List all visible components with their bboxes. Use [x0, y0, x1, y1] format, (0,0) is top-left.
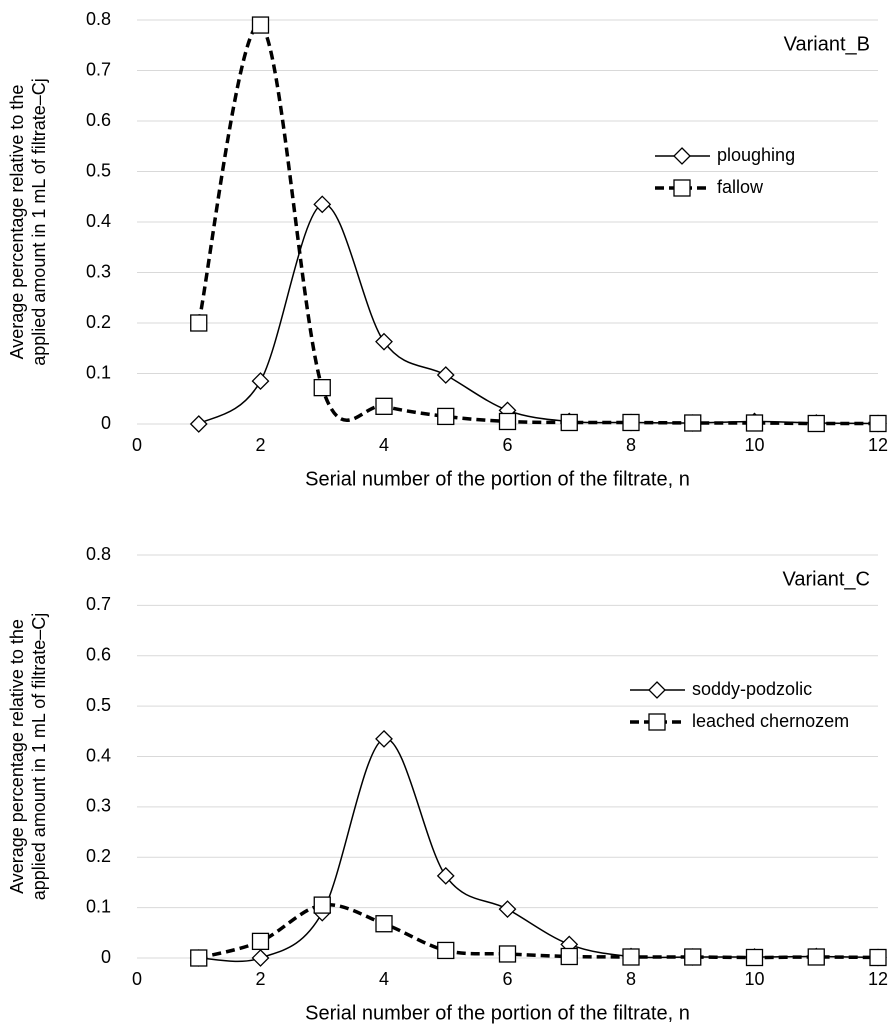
y-tick-label: 0.3	[86, 796, 111, 816]
legend-marker	[648, 681, 666, 699]
x-tick-label: 2	[255, 435, 265, 455]
marker	[313, 378, 331, 397]
marker	[745, 948, 764, 967]
y-tick-label: 0.8	[86, 9, 111, 29]
legend-label: ploughing	[717, 145, 795, 165]
x-tick-label: 10	[744, 969, 764, 989]
y-axis-label: Average percentage relative to the	[7, 619, 27, 894]
y-tick-label: 0.2	[86, 312, 111, 332]
marker	[251, 372, 270, 390]
marker	[807, 414, 825, 433]
marker	[560, 413, 578, 432]
y-tick-label: 0.7	[86, 594, 111, 614]
x-axis-label: Serial number of the portion of the filt…	[305, 1002, 690, 1024]
y-tick-label: 0.1	[86, 896, 111, 916]
x-tick-label: 0	[132, 435, 142, 455]
legend-label: soddy-podzolic	[692, 679, 812, 699]
x-tick-label: 4	[379, 435, 389, 455]
y-tick-label: 0	[101, 947, 111, 967]
legend-marker	[648, 713, 666, 731]
x-tick-label: 6	[502, 969, 512, 989]
marker	[622, 413, 640, 432]
marker	[498, 900, 517, 919]
marker	[375, 915, 393, 933]
chart: 0 0.1 0.2 0.3 0.4 0.5 0.6 0.7 0.8 0 2 4 6 8 10 12 Serial…	[7, 9, 888, 491]
y-tick-label: 0.2	[86, 846, 111, 866]
marker	[745, 414, 764, 432]
marker	[684, 948, 702, 966]
y-axis-label: applied amount in 1 mL of filtrate–Cj	[29, 78, 49, 366]
y-tick-label: 0.5	[86, 160, 111, 180]
x-tick-label: 12	[868, 969, 888, 989]
marker	[375, 397, 393, 415]
marker	[375, 729, 393, 748]
marker	[313, 195, 332, 214]
y-axis-label: Average percentage relative to the	[7, 85, 27, 360]
marker	[437, 407, 455, 426]
y-tick-label: 0.8	[86, 544, 111, 564]
y-tick-label: 0.1	[86, 362, 111, 382]
y-tick-label: 0.6	[86, 645, 111, 665]
x-tick-label: 0	[132, 969, 142, 989]
marker	[251, 949, 270, 967]
marker	[869, 414, 887, 433]
legend-marker	[673, 147, 691, 165]
series-line	[198, 738, 879, 963]
legend-marker	[673, 179, 691, 197]
marker	[436, 366, 455, 384]
x-tick-label: 10	[744, 435, 764, 455]
marker	[436, 866, 455, 885]
y-tick-label: 0.4	[86, 745, 111, 765]
marker	[190, 314, 208, 332]
marker	[189, 415, 208, 433]
annotation: Variant_B	[784, 33, 870, 55]
series-line	[198, 902, 879, 960]
legend-label: leached chernozem	[692, 711, 849, 731]
chart: 0 0.1 0.2 0.3 0.4 0.5 0.6 0.7 0.8 0 2 4 6 8 10 12 Serial…	[7, 544, 888, 1025]
marker	[375, 332, 393, 351]
y-tick-label: 0.4	[86, 211, 111, 231]
marker	[622, 948, 640, 966]
y-tick-label: 0.7	[86, 59, 111, 79]
series-line	[198, 203, 879, 425]
marker	[313, 896, 331, 914]
x-axis-label: Serial number of the portion of the filt…	[305, 468, 690, 490]
marker	[684, 414, 702, 432]
y-tick-label: 0	[101, 413, 111, 433]
x-tick-label: 8	[626, 435, 636, 455]
x-tick-label: 8	[626, 969, 636, 989]
y-tick-label: 0.3	[86, 261, 111, 281]
y-axis-label: applied amount in 1 mL of filtrate–Cj	[29, 613, 49, 901]
marker	[560, 947, 578, 966]
legend-label: fallow	[717, 177, 764, 197]
marker	[190, 949, 208, 967]
y-tick-label: 0.5	[86, 695, 111, 715]
y-tick-label: 0.6	[86, 110, 111, 130]
marker	[498, 945, 517, 963]
x-tick-label: 6	[502, 435, 512, 455]
x-tick-label: 2	[255, 969, 265, 989]
x-tick-label: 4	[379, 969, 389, 989]
marker	[251, 16, 270, 34]
annotation: Variant_C	[783, 568, 870, 590]
marker	[869, 948, 887, 967]
series-line	[197, 23, 879, 426]
x-tick-label: 12	[868, 435, 888, 455]
marker	[437, 941, 455, 960]
marker	[251, 932, 270, 951]
marker	[807, 948, 825, 966]
marker	[498, 412, 517, 431]
